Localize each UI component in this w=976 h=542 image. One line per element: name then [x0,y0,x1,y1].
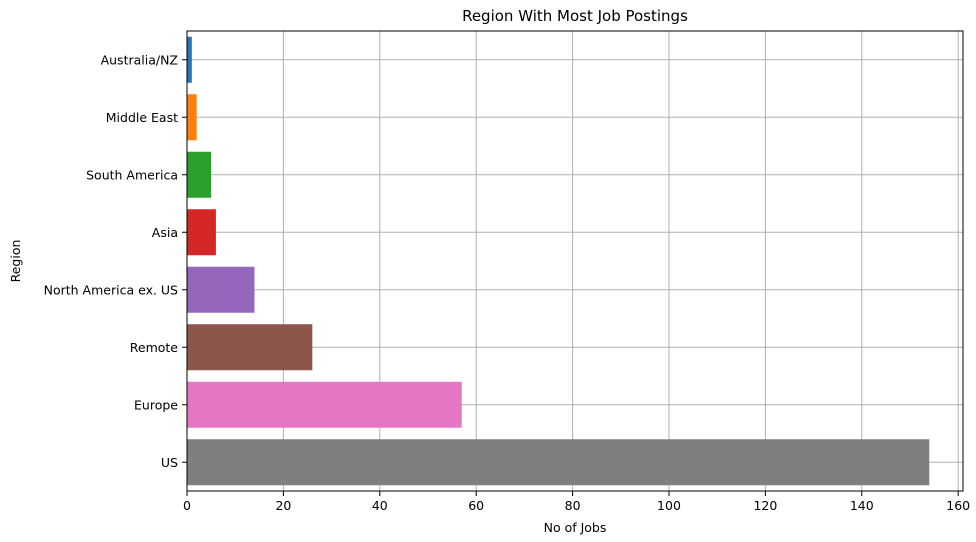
x-tick-label: 20 [275,498,291,513]
x-tick-label: 120 [753,498,777,513]
bar-australia-nz [187,36,192,83]
y-tick-label: Middle East [106,110,178,125]
bar-north-america-ex-us [187,266,255,313]
plot-frame [186,30,964,492]
y-tick-label: Asia [152,225,178,240]
x-tick-label: 140 [850,498,874,513]
x-tick-label: 160 [946,498,970,513]
bar-asia [187,209,216,256]
y-tick-label: North America ex. US [44,282,178,297]
bar-south-america [187,151,212,198]
y-tick-label: US [161,455,178,470]
bar-us [187,439,930,486]
x-axis-label: No of Jobs [544,520,607,535]
y-tick-label: Europe [134,397,178,412]
bar-europe [187,381,462,428]
x-tick-label: 100 [657,498,681,513]
x-tick-label: 80 [565,498,581,513]
bar-remote [187,324,313,371]
bars [187,36,930,486]
x-tick-label: 60 [468,498,484,513]
y-tick-label: Australia/NZ [101,52,178,67]
axis-ticks: 0 20 40 60 80 100 120 140 160 Australia/NZ Middle … [44,52,971,513]
y-tick-label: Remote [130,340,179,355]
y-tick-label: South America [86,167,178,182]
x-tick-label: 0 [183,498,191,513]
chart-title: Region With Most Job Postings [462,7,688,25]
x-tick-label: 40 [372,498,388,513]
y-axis-label: Region [8,240,23,283]
bar-middle-east [187,94,197,141]
